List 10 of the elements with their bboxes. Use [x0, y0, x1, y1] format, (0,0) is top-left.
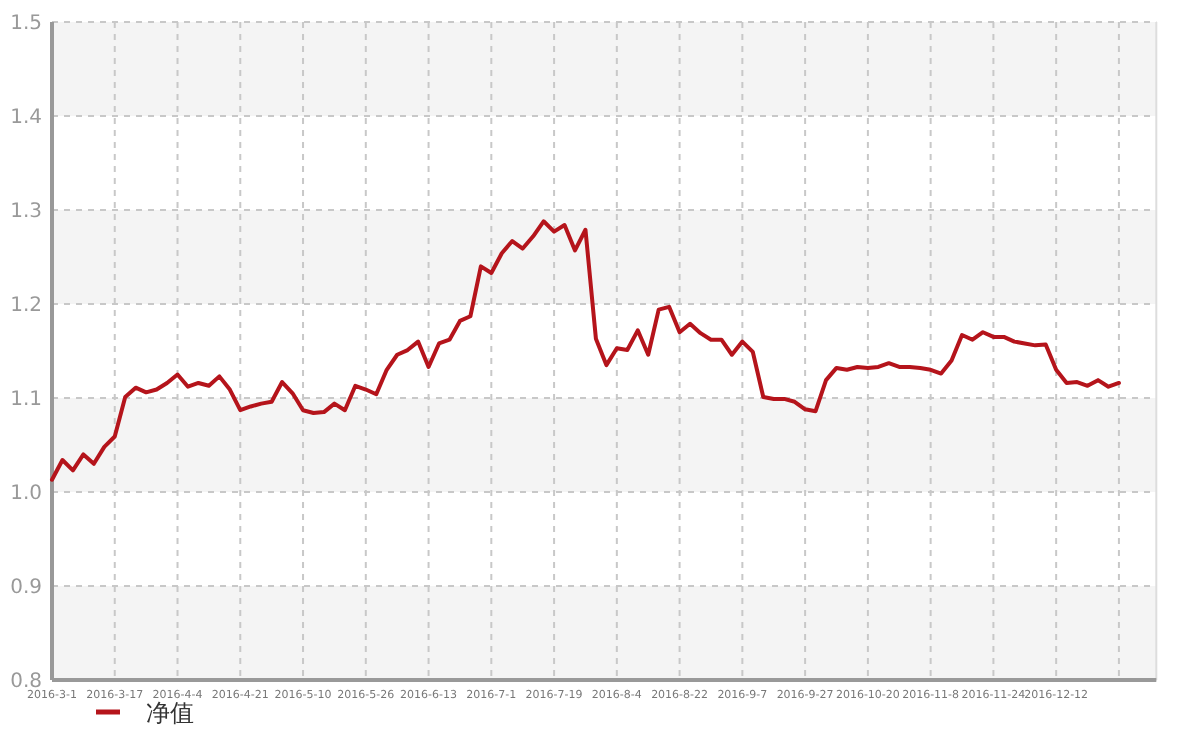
- y-tick-label: 1.5: [10, 13, 42, 35]
- y-tick-label: 1.2: [10, 295, 42, 317]
- y-tick-label: 0.9: [10, 577, 42, 599]
- y-tick-label: 1.3: [10, 201, 42, 223]
- y-tick-label: 1.4: [10, 107, 42, 129]
- y-tick-label: 1.1: [10, 389, 42, 411]
- legend-label: 净值: [146, 699, 194, 727]
- y-tick-label: 1.0: [10, 483, 42, 505]
- line-series: [50, 219, 1121, 482]
- y-tick-label: 0.8: [10, 671, 42, 693]
